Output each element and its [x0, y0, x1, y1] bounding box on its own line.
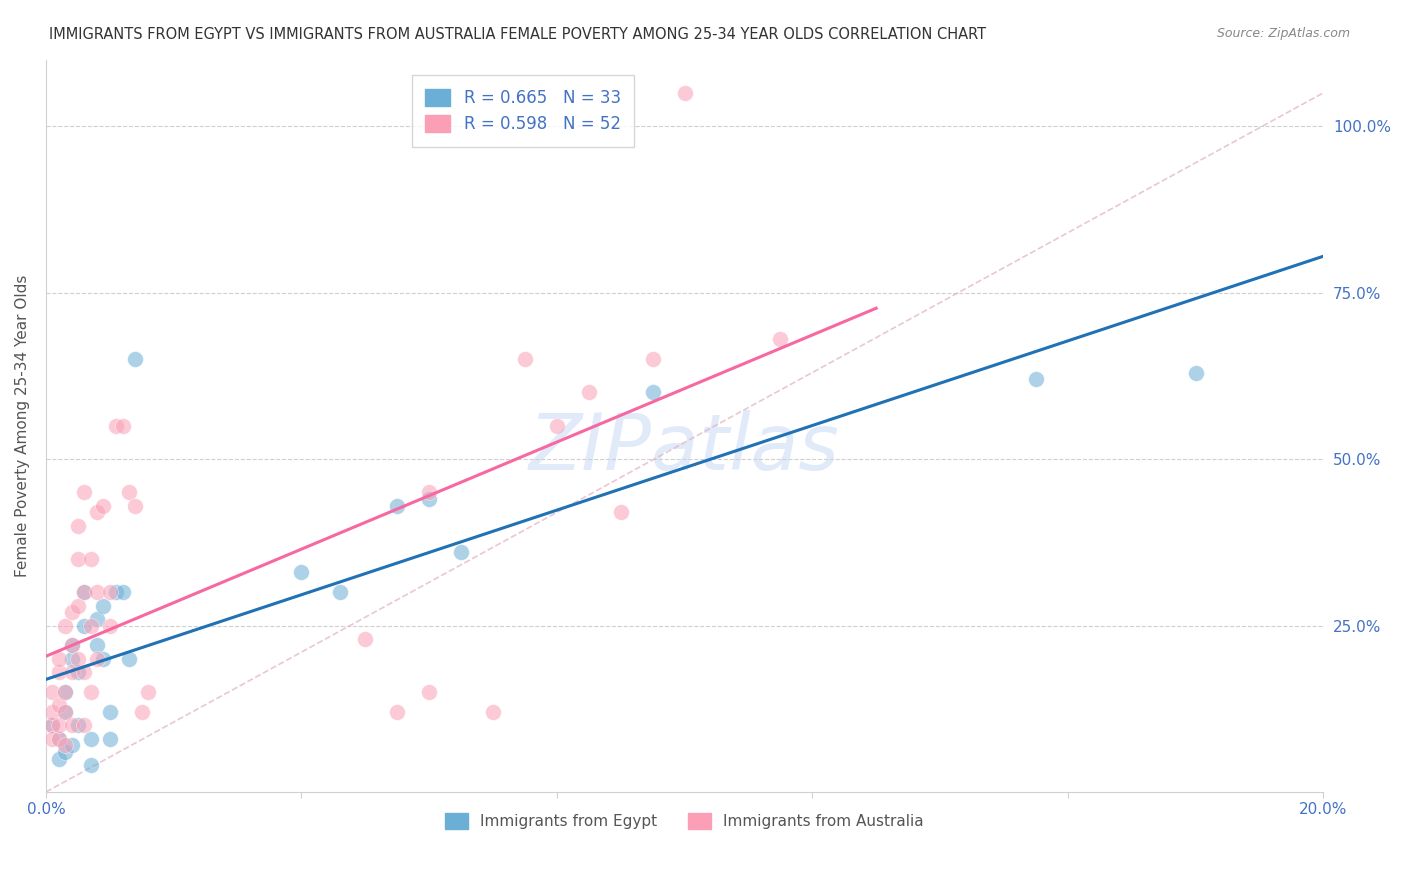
Y-axis label: Female Poverty Among 25-34 Year Olds: Female Poverty Among 25-34 Year Olds: [15, 275, 30, 577]
Point: [124, 352, 146, 367]
Point: [86, 585, 108, 599]
Point: [66, 718, 89, 732]
Point: [329, 585, 352, 599]
Point: [41, 718, 63, 732]
Point: [79, 618, 101, 632]
Point: [48, 731, 70, 746]
Point: [105, 418, 128, 433]
Text: Source: ZipAtlas.com: Source: ZipAtlas.com: [1216, 27, 1350, 40]
Point: [60, 639, 83, 653]
Point: [66, 599, 89, 613]
Point: [105, 585, 128, 599]
Point: [79, 685, 101, 699]
Point: [66, 518, 89, 533]
Point: [418, 685, 440, 699]
Point: [53, 739, 76, 753]
Text: ZIPatlas: ZIPatlas: [529, 409, 839, 486]
Point: [60, 665, 83, 679]
Point: [290, 566, 312, 580]
Point: [41, 731, 63, 746]
Point: [131, 705, 153, 719]
Point: [48, 652, 70, 666]
Point: [53, 685, 76, 699]
Point: [41, 718, 63, 732]
Point: [53, 685, 76, 699]
Point: [60, 739, 83, 753]
Point: [98, 705, 121, 719]
Point: [79, 552, 101, 566]
Point: [48, 731, 70, 746]
Point: [93, 652, 115, 666]
Point: [60, 639, 83, 653]
Point: [111, 585, 134, 599]
Point: [450, 545, 472, 559]
Point: [136, 685, 159, 699]
Point: [641, 385, 664, 400]
Point: [124, 499, 146, 513]
Point: [60, 652, 83, 666]
Point: [66, 665, 89, 679]
Point: [86, 639, 108, 653]
Point: [41, 685, 63, 699]
Point: [73, 585, 96, 599]
Point: [513, 352, 536, 367]
Point: [93, 599, 115, 613]
Point: [673, 86, 696, 100]
Point: [98, 585, 121, 599]
Point: [387, 705, 409, 719]
Point: [118, 652, 141, 666]
Point: [86, 505, 108, 519]
Point: [482, 705, 505, 719]
Point: [73, 485, 96, 500]
Point: [53, 745, 76, 759]
Point: [86, 612, 108, 626]
Point: [73, 718, 96, 732]
Point: [41, 705, 63, 719]
Point: [48, 752, 70, 766]
Point: [641, 352, 664, 367]
Point: [118, 485, 141, 500]
Point: [546, 418, 568, 433]
Legend: Immigrants from Egypt, Immigrants from Australia: Immigrants from Egypt, Immigrants from A…: [439, 807, 929, 836]
Point: [48, 665, 70, 679]
Point: [53, 705, 76, 719]
Point: [60, 718, 83, 732]
Point: [66, 652, 89, 666]
Point: [769, 332, 792, 346]
Point: [418, 491, 440, 506]
Point: [73, 618, 96, 632]
Point: [610, 505, 633, 519]
Point: [578, 385, 600, 400]
Point: [53, 618, 76, 632]
Point: [48, 718, 70, 732]
Point: [93, 499, 115, 513]
Point: [66, 552, 89, 566]
Point: [53, 705, 76, 719]
Point: [354, 632, 377, 646]
Point: [73, 665, 96, 679]
Point: [98, 618, 121, 632]
Point: [1025, 372, 1047, 386]
Point: [79, 731, 101, 746]
Point: [1184, 366, 1206, 380]
Point: [48, 698, 70, 713]
Point: [60, 605, 83, 619]
Point: [86, 652, 108, 666]
Point: [387, 499, 409, 513]
Point: [98, 731, 121, 746]
Point: [111, 418, 134, 433]
Point: [79, 758, 101, 772]
Point: [73, 585, 96, 599]
Point: [418, 485, 440, 500]
Text: IMMIGRANTS FROM EGYPT VS IMMIGRANTS FROM AUSTRALIA FEMALE POVERTY AMONG 25-34 YE: IMMIGRANTS FROM EGYPT VS IMMIGRANTS FROM…: [49, 27, 987, 42]
